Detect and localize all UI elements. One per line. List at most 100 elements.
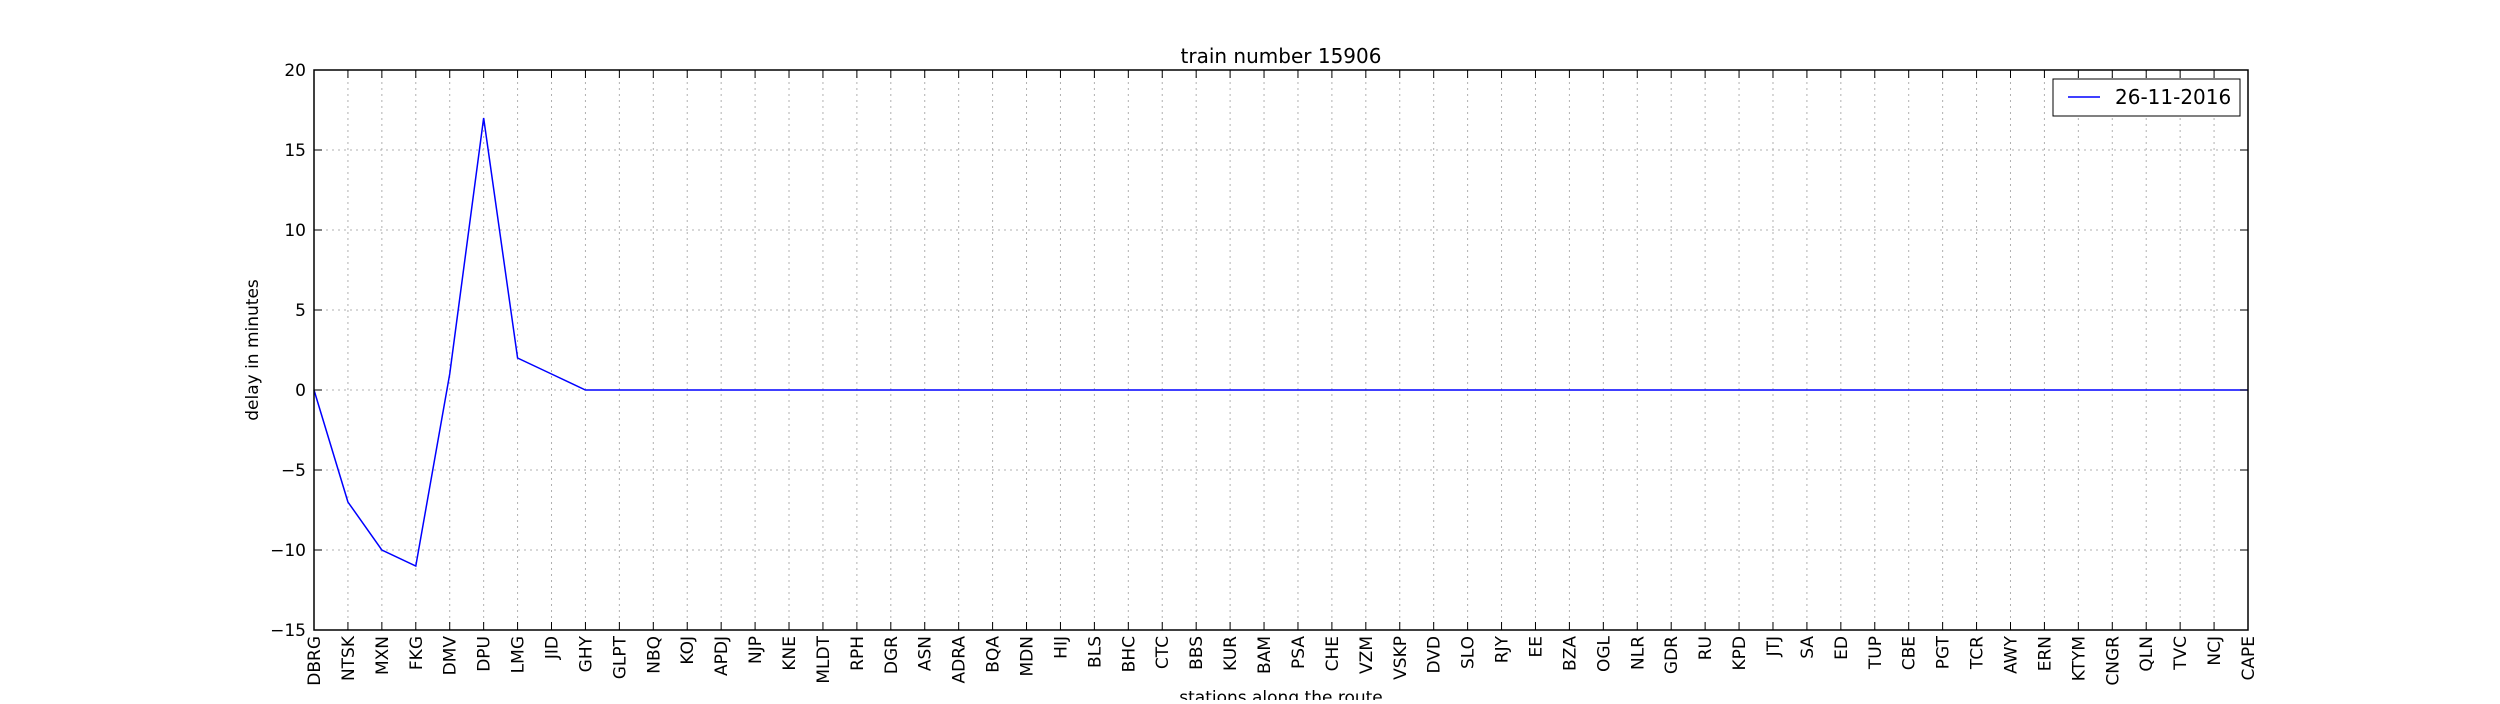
data-point [1941, 388, 1945, 392]
y-tick-label: −10 [270, 541, 306, 561]
x-tick-label: TUP [1866, 636, 1886, 670]
data-point [1703, 388, 1707, 392]
x-tick-label: KTYM [2069, 636, 2089, 681]
data-point [1058, 388, 1062, 392]
x-tick-label: MXN [373, 636, 393, 675]
data-point [855, 388, 859, 392]
data-point [583, 388, 587, 392]
x-tick-label: NCJ [2205, 636, 2225, 666]
x-tick-label: APDJ [712, 636, 732, 676]
data-point [1601, 388, 1605, 392]
data-point [753, 388, 757, 392]
x-tick-label: HIJ [1051, 636, 1071, 659]
x-tick-label: DBRG [305, 636, 325, 686]
x-tick-label: QLN [2137, 636, 2157, 672]
data-point [2008, 388, 2012, 392]
data-point [1975, 388, 1979, 392]
x-tick-label: OGL [1594, 635, 1614, 672]
data-point [1669, 388, 1673, 392]
x-tick-label: LMG [509, 636, 529, 673]
x-tick-label: DGR [882, 636, 902, 674]
x-tick-label: GDR [1662, 636, 1682, 674]
x-tick-label: MLDT [814, 635, 834, 683]
y-tick-label: 15 [284, 141, 306, 161]
x-tick-label: SLO [1459, 636, 1479, 669]
x-tick-label: ERN [2035, 636, 2055, 671]
legend-label: 26-11-2016 [2115, 85, 2231, 109]
data-point [1092, 388, 1096, 392]
x-tick-label: GHY [576, 635, 596, 672]
y-tick-label: −5 [281, 461, 306, 481]
data-point [2212, 388, 2216, 392]
x-tick-label: RU [1696, 636, 1716, 660]
data-point [2178, 388, 2182, 392]
legend: 26-11-2016 [2052, 78, 2241, 117]
data-point [414, 564, 418, 568]
x-tick-label: PGT [1934, 635, 1954, 669]
x-tick-label: NBQ [644, 636, 664, 674]
data-point [2076, 388, 2080, 392]
data-point [448, 372, 452, 376]
x-tick-label: CHE [1323, 636, 1343, 671]
data-point [923, 388, 927, 392]
data-point [1025, 388, 1029, 392]
chart-title: train number 15906 [1181, 44, 1382, 68]
x-tick-label: AWY [2001, 635, 2021, 674]
x-tick-label: TVC [2171, 636, 2191, 671]
x-tick-label: SA [1798, 636, 1818, 659]
x-tick-label: JID [543, 636, 563, 660]
y-axis-ticks: −15 −10 −5 0 5 10 15 20 [270, 61, 2248, 641]
plot-frame [313, 69, 2249, 631]
x-tick-label: ADRA [950, 636, 970, 684]
x-tick-label: GLPT [610, 635, 630, 679]
data-point [516, 356, 520, 360]
y-tick-label: 10 [284, 221, 306, 241]
x-tick-label: FKG [407, 636, 427, 670]
data-point [685, 388, 689, 392]
x-tick-label: CAPE [2239, 636, 2259, 681]
data-point [1737, 388, 1741, 392]
data-point [1907, 388, 1911, 392]
y-tick-label: −15 [270, 621, 306, 641]
data-point [1194, 388, 1198, 392]
data-point [550, 372, 554, 376]
y-tick-label: 5 [295, 301, 306, 321]
x-tick-label: BBS [1187, 636, 1207, 670]
data-point [957, 388, 961, 392]
x-tick-label: NTSK [339, 635, 359, 681]
data-point [1262, 388, 1266, 392]
data-point [2144, 388, 2148, 392]
x-tick-label: KUR [1221, 636, 1241, 671]
y-tick-label: 20 [284, 61, 306, 81]
data-point [1330, 388, 1334, 392]
data-point [482, 116, 486, 120]
data-point [346, 500, 350, 504]
x-tick-label: BQA [984, 636, 1004, 673]
data-point [651, 388, 655, 392]
data-point [1771, 388, 1775, 392]
data-point [1567, 388, 1571, 392]
data-point [991, 388, 995, 392]
x-tick-label: NJP [746, 636, 766, 664]
grid [313, 69, 2249, 631]
x-tick-label: RPH [848, 636, 868, 671]
x-tick-label: BAM [1255, 636, 1275, 674]
data-point [1228, 388, 1232, 392]
x-tick-label: DMV [441, 636, 461, 676]
data-point [1839, 388, 1843, 392]
data-point [1500, 388, 1504, 392]
x-tick-label: KPD [1730, 636, 1750, 671]
data-point [889, 388, 893, 392]
data-point [1296, 388, 1300, 392]
data-point [380, 548, 384, 552]
legend-box [2052, 78, 2241, 117]
x-tick-label: VZM [1357, 636, 1377, 674]
x-tick-label: CNGR [2103, 636, 2123, 686]
x-axis-ticks: DBRG NTSK MXN FKG DMV DPU LMG JID GHY GLPT NBQ KOJ A… [305, 70, 2259, 686]
x-tick-label: VSKP [1391, 636, 1411, 680]
data-point [1160, 388, 1164, 392]
x-axis-label: stations along the route [1179, 688, 1383, 700]
x-tick-label: RJY [1493, 635, 1513, 663]
